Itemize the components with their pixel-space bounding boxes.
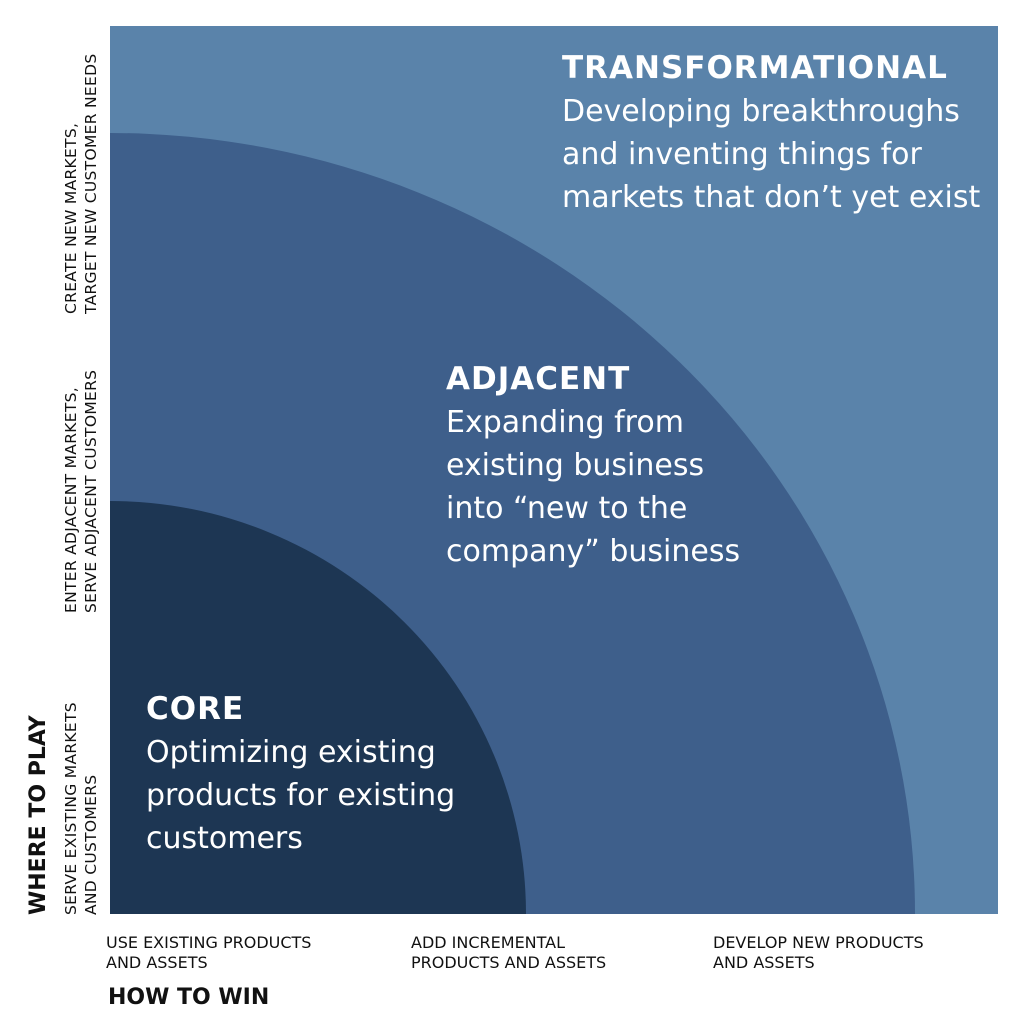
y-level-1-line-1: SERVE EXISTING MARKETS [62, 702, 80, 915]
transformational-desc-line-1: Developing breakthroughs [562, 94, 960, 129]
x-level-3-line-1: DEVELOP NEW PRODUCTS [713, 933, 924, 952]
adjacent-title: ADJACENT [446, 361, 630, 397]
core-desc-line-2: products for existing [146, 778, 455, 813]
adjacent-desc-line-1: Expanding from [446, 405, 684, 440]
x-level-3-line-2: AND ASSETS [713, 953, 815, 972]
adjacent-desc-line-3: into “new to the [446, 491, 687, 526]
y-level-2-line-1: ENTER ADJACENT MARKETS, [62, 387, 80, 613]
transformational-title: TRANSFORMATIONAL [562, 50, 948, 86]
adjacent-desc-line-4: company” business [446, 534, 740, 569]
x-level-1-line-2: AND ASSETS [106, 953, 208, 972]
y-level-3-line-1: CREATE NEW MARKETS, [62, 123, 80, 314]
adjacent-desc-line-2: existing business [446, 448, 704, 483]
transformational-desc-line-2: and inventing things for [562, 137, 922, 172]
core-desc-line-3: customers [146, 821, 303, 856]
core-title: CORE [146, 691, 244, 727]
y-level-3-line-2: TARGET NEW CUSTOMER NEEDS [82, 54, 100, 315]
y-level-2-line-2: SERVE ADJACENT CUSTOMERS [82, 370, 100, 613]
x-level-1-line-1: USE EXISTING PRODUCTS [106, 933, 311, 952]
transformational-desc-line-3: markets that don’t yet exist [562, 180, 980, 215]
core-desc-line-1: Optimizing existing [146, 735, 436, 770]
y-level-1-line-2: AND CUSTOMERS [82, 775, 100, 915]
x-level-2-line-1: ADD INCREMENTAL [411, 933, 565, 952]
x-axis-title: HOW TO WIN [108, 985, 269, 1010]
core-zone [110, 501, 526, 914]
y-axis-title: WHERE TO PLAY [26, 714, 51, 915]
x-level-2-line-2: PRODUCTS AND ASSETS [411, 953, 606, 972]
